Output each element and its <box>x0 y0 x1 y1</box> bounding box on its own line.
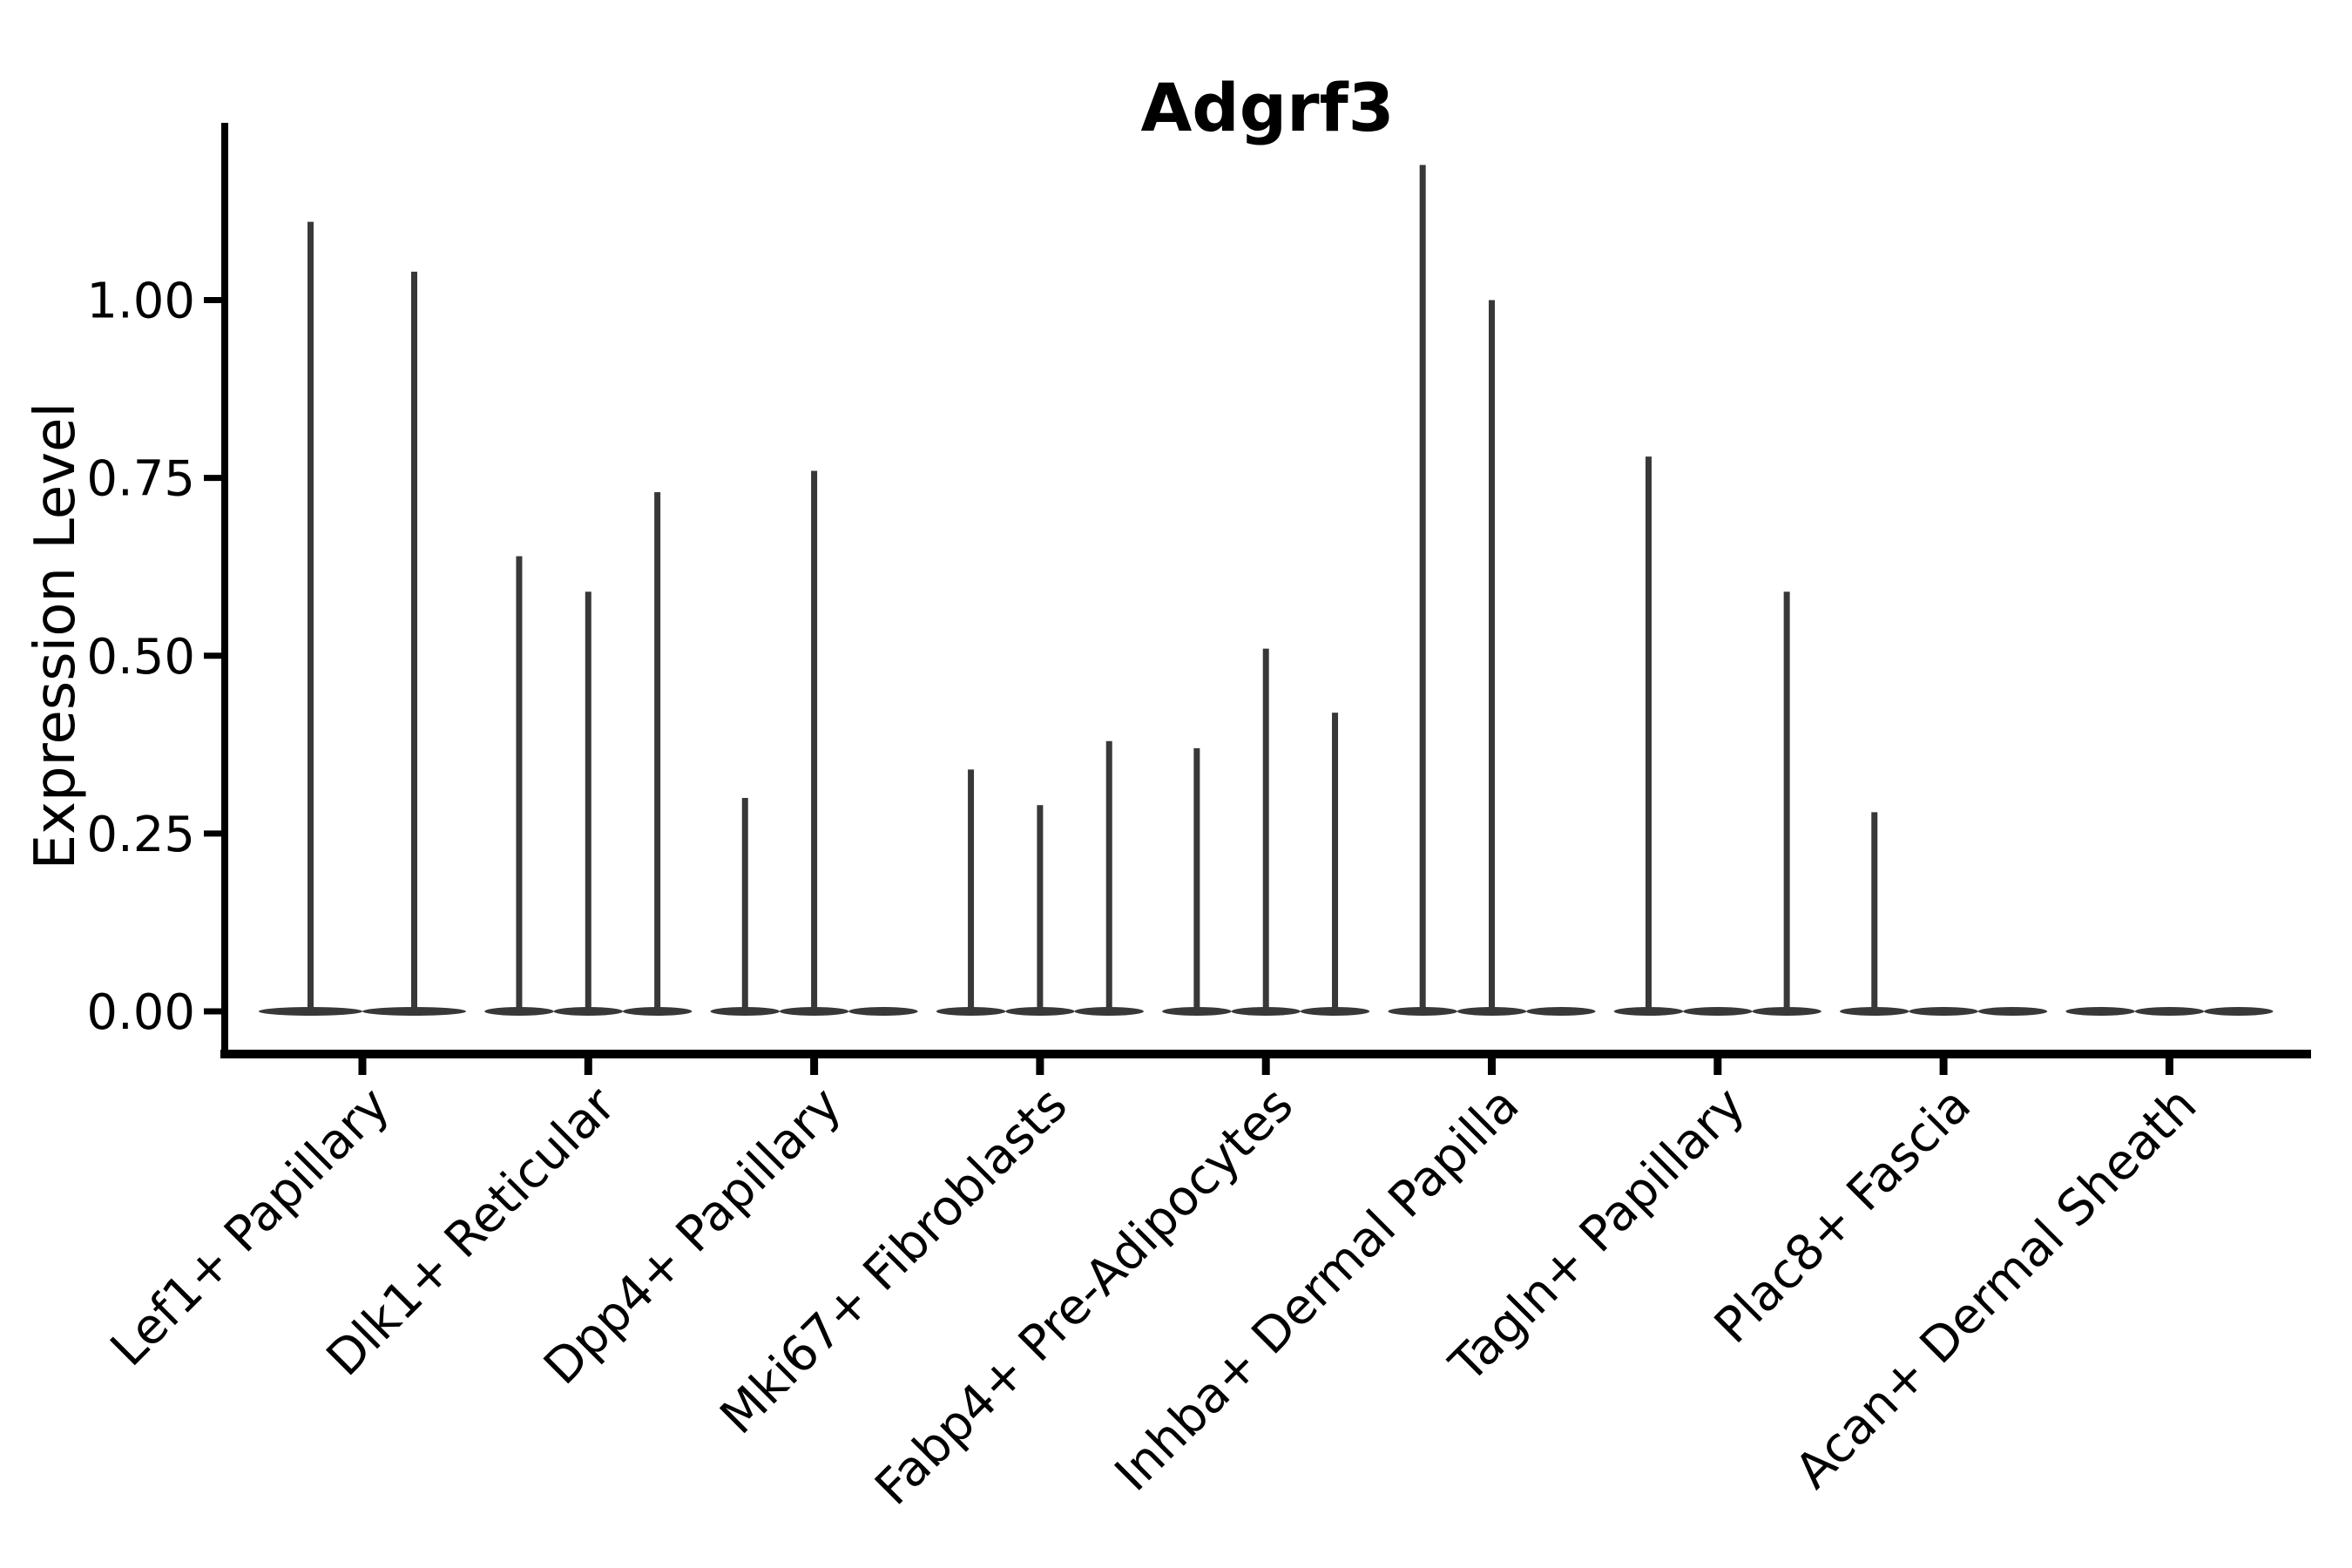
axis-spines <box>220 123 2311 1058</box>
violin-group <box>710 470 918 1016</box>
y-tick-label: 0.50 <box>86 629 195 686</box>
violin-base <box>1909 1007 1978 1016</box>
violin-base <box>1526 1007 1596 1016</box>
violin-group <box>2065 1007 2274 1016</box>
violin-base <box>2204 1007 2274 1016</box>
violin-base <box>2134 1007 2205 1016</box>
x-tick-label: Fabp4+ Pre-Adipocytes <box>865 1077 1305 1517</box>
violin-base <box>1977 1007 2048 1016</box>
violin-base <box>848 1007 918 1016</box>
y-tick-label: 0.75 <box>86 451 195 508</box>
violin-series <box>259 165 2274 1016</box>
violin-group <box>484 491 693 1016</box>
y-tick-label: 0.00 <box>86 984 195 1041</box>
violin-group <box>1613 456 1821 1016</box>
y-axis: 0.00 0.25 0.50 0.75 1.00 <box>86 274 225 1041</box>
violin-group <box>259 221 466 1016</box>
violin-group <box>936 740 1144 1016</box>
y-tick-label: 1.00 <box>86 274 195 330</box>
violin-group <box>1840 812 2048 1016</box>
y-axis-label: Expression Level <box>24 402 88 870</box>
violin-group <box>1388 165 1596 1016</box>
chart-title: Adgrf3 <box>1140 69 1394 146</box>
violin-base <box>1683 1007 1753 1016</box>
y-tick-label: 0.25 <box>86 807 195 863</box>
violin-group <box>1162 648 1370 1016</box>
x-tick-label: Inhba+ Dermal Papilla <box>1105 1077 1531 1503</box>
violin-base <box>2065 1007 2135 1016</box>
x-tick-label: Acan+ Dermal Sheath <box>1785 1077 2208 1500</box>
